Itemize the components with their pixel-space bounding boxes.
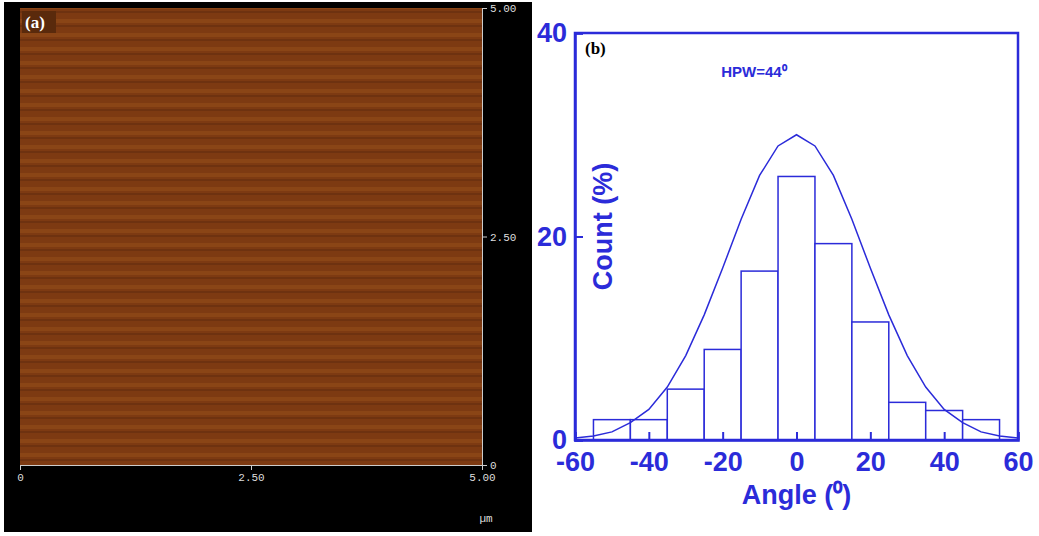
- bar: [593, 420, 630, 440]
- afm-image: [20, 8, 482, 465]
- tick-mark: [722, 432, 724, 440]
- axis-line: [483, 9, 488, 466]
- tick: 20: [856, 432, 886, 477]
- tick-label: 5.00: [469, 472, 495, 484]
- tick: 2.50: [238, 465, 264, 484]
- tick-label: -40: [630, 447, 669, 477]
- figure: 02.505.0002.505.00µm(a)-60-40-2002040600…: [0, 0, 1039, 536]
- tick-label: 2.50: [490, 232, 516, 244]
- tick: 40: [537, 18, 583, 48]
- tick: -20: [704, 432, 743, 477]
- bar: [926, 410, 963, 440]
- tick-mark: [796, 432, 798, 440]
- tick-mark: [1018, 432, 1020, 440]
- fit-line: [575, 135, 1018, 438]
- bar: [852, 322, 889, 440]
- plot-frame: [575, 33, 1018, 440]
- label-patch: [22, 11, 56, 33]
- y-axis: 0 2.50 5.00: [482, 3, 516, 472]
- tick-mark: [482, 465, 487, 466]
- bar: [667, 389, 704, 440]
- panel-label: (a): [25, 13, 45, 32]
- tick-mark: [575, 440, 583, 442]
- axis-line: [576, 432, 1019, 441]
- y-axis-title: Count (%): [588, 163, 618, 290]
- bar: [741, 271, 778, 440]
- tick-label: 20: [537, 222, 567, 252]
- tick-mark: [575, 236, 583, 238]
- tick-mark: [20, 465, 21, 470]
- bar: [963, 420, 1000, 440]
- tick: 60: [1003, 432, 1033, 477]
- tick: 0: [17, 465, 24, 484]
- tick: 2.50: [482, 232, 516, 244]
- tick-label: 20: [856, 447, 886, 477]
- bar: [778, 176, 815, 440]
- bar: [630, 420, 667, 440]
- tick: 0: [482, 460, 497, 472]
- panel-background: [4, 2, 532, 532]
- plot-marks: [575, 135, 1018, 440]
- bar: [815, 244, 852, 440]
- tick-mark: [648, 432, 650, 440]
- annotation: HPW=44⁰: [721, 63, 787, 80]
- tick: 0: [552, 425, 583, 455]
- tick: 20: [537, 222, 583, 252]
- tick-label: 40: [537, 18, 567, 48]
- tick-label: 0: [552, 425, 567, 455]
- tick-mark: [482, 8, 487, 9]
- bar: [889, 402, 926, 440]
- tick-label: 0: [490, 460, 497, 472]
- y-axis: 0 20 40: [537, 18, 583, 455]
- axis-unit: µm: [479, 513, 493, 525]
- tick-label: 60: [1003, 447, 1033, 477]
- tick-mark: [482, 237, 487, 238]
- x-axis: 0 2.50 5.00: [17, 465, 496, 484]
- tick-mark: [575, 33, 583, 35]
- tick-label: 0: [17, 472, 24, 484]
- tick: 5.00: [482, 3, 516, 15]
- tick: 40: [930, 432, 960, 477]
- tick-mark: [870, 432, 872, 440]
- tick: -40: [630, 432, 669, 477]
- x-axis-title: Angle (⁰): [742, 480, 852, 510]
- tick: 0: [789, 432, 804, 477]
- tick-label: 40: [930, 447, 960, 477]
- panel-label: (b): [585, 39, 606, 58]
- axis-line: [576, 34, 584, 441]
- tick-mark: [251, 465, 252, 470]
- tick-label: 0: [789, 447, 804, 477]
- tick-label: 5.00: [490, 3, 516, 15]
- panel-b: -60-40-20020406002040Angle (⁰)Count (%)H…: [537, 18, 1034, 510]
- tick-mark: [944, 432, 946, 440]
- bar: [704, 349, 741, 440]
- x-axis: -60-40-200204060: [556, 432, 1034, 477]
- axis-line: [21, 466, 483, 471]
- tick-label: -20: [704, 447, 743, 477]
- tick-label: 2.50: [238, 472, 264, 484]
- panel-a: 02.505.0002.505.00µm(a): [4, 2, 532, 532]
